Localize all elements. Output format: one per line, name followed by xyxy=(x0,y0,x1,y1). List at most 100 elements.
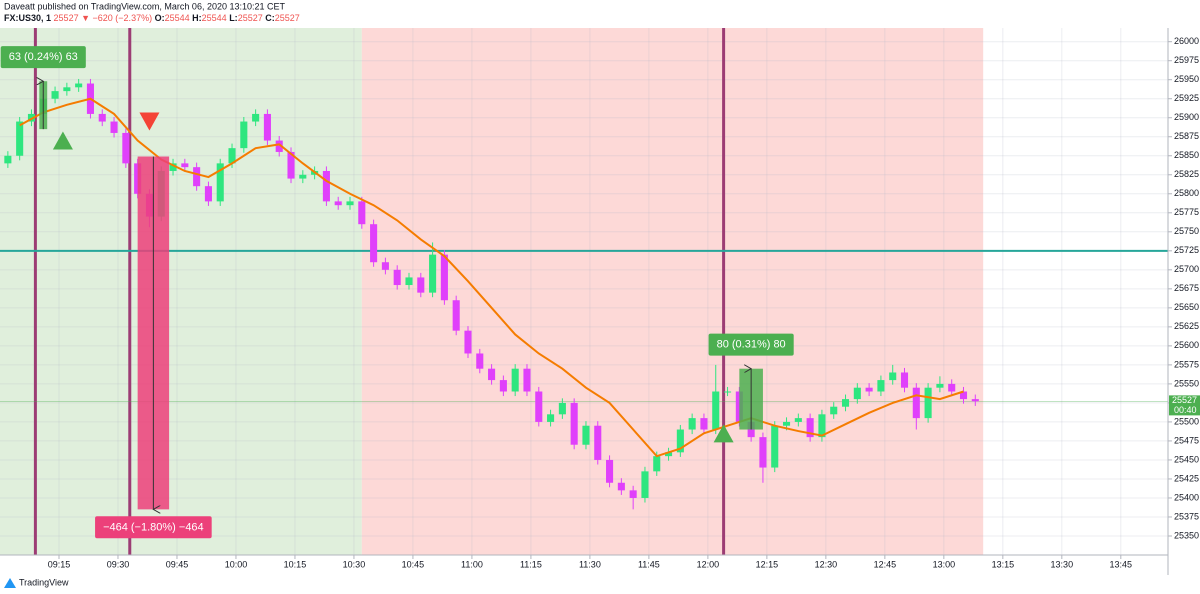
y-tick-label: 25600 xyxy=(1174,340,1199,350)
header-quote: FX:US30, 1 25527 ▼ −620 (−2.37%) O:25544… xyxy=(4,13,300,23)
candle-body xyxy=(688,418,696,430)
candle-body xyxy=(63,87,71,92)
candle-body xyxy=(346,201,354,206)
signal-marker xyxy=(52,131,73,150)
candle-body xyxy=(27,113,36,122)
candle-body xyxy=(865,387,873,392)
symbol: FX:US30, 1 xyxy=(4,13,51,23)
x-tick-label: 10:45 xyxy=(402,559,425,569)
measure-label-bg xyxy=(95,516,212,539)
y-tick-label: 25550 xyxy=(1174,378,1199,388)
y-tick-label: 25400 xyxy=(1174,492,1199,502)
candle-body xyxy=(511,368,519,392)
candle-body xyxy=(782,421,791,426)
candle-body xyxy=(629,490,637,498)
measure-label-bg xyxy=(0,46,86,69)
candle-body xyxy=(936,383,944,388)
arrow: ▼ xyxy=(81,13,90,23)
y-tick-label: 25500 xyxy=(1174,416,1199,426)
candle-body xyxy=(216,163,224,202)
y-tick-label: 25825 xyxy=(1174,169,1199,179)
x-tick-label: 11:30 xyxy=(579,559,601,569)
y-tick-label: 25425 xyxy=(1174,473,1199,483)
header-line: Daveatt published on TradingView.com, Ma… xyxy=(4,1,286,11)
zone xyxy=(361,28,984,555)
y-tick-label: 25700 xyxy=(1174,264,1199,274)
plot-area xyxy=(0,28,1168,555)
y-tick-label: 25575 xyxy=(1174,359,1199,369)
candle-body xyxy=(582,425,590,445)
x-tick-label: 12:45 xyxy=(874,559,897,569)
candle-body xyxy=(275,140,283,152)
measure-label-text: 63 (0.24%) 63 xyxy=(9,51,78,63)
y-tick-label: 25350 xyxy=(1174,530,1199,540)
x-tick-label: 09:15 xyxy=(48,559,71,569)
measure-label: 63 (0.24%) 63 xyxy=(0,46,86,69)
candle-body xyxy=(794,418,802,422)
candle-body xyxy=(499,380,507,392)
candle-body xyxy=(724,391,732,393)
countdown-label: 00:40 xyxy=(1174,405,1197,415)
x-tick-label: 10:15 xyxy=(284,559,307,569)
candle-body xyxy=(877,380,885,392)
y-tick-label: 25975 xyxy=(1174,55,1199,65)
candle-body xyxy=(370,224,378,263)
brand-logo xyxy=(4,578,16,588)
y-tick-label: 25775 xyxy=(1174,207,1199,217)
candle-body xyxy=(676,429,684,453)
x-tick-label: 12:00 xyxy=(697,559,720,569)
measure-label: −464 (−1.80%) −464 xyxy=(95,516,212,539)
x-tick-label: 13:15 xyxy=(992,559,1015,569)
y-tick-label: 25950 xyxy=(1174,74,1199,84)
y-tick-label: 25675 xyxy=(1174,283,1199,293)
x-tick-label: 12:15 xyxy=(756,559,779,569)
x-tick-label: 11:15 xyxy=(520,559,542,569)
candle-body xyxy=(299,174,307,179)
candle-body xyxy=(122,132,130,164)
ohlc-value: 25527 xyxy=(238,13,263,23)
ohlc-label: O: xyxy=(155,13,165,23)
y-tick-label: 25450 xyxy=(1174,454,1199,464)
candle-body xyxy=(912,387,920,419)
y-tick-label: 26000 xyxy=(1174,36,1199,46)
candle-body xyxy=(806,418,814,438)
ohlc-label: L: xyxy=(229,13,238,23)
candle-body xyxy=(417,277,425,293)
ohlc-label: C: xyxy=(265,13,275,23)
brand: TradingView xyxy=(4,577,69,588)
candle-body xyxy=(393,269,401,286)
zone xyxy=(0,28,362,555)
y-tick-label: 25625 xyxy=(1174,321,1199,331)
last-price-label: 25527 xyxy=(1172,395,1197,405)
candle-body xyxy=(830,406,838,415)
candle-body xyxy=(98,113,106,122)
y-tick-label: 25475 xyxy=(1174,435,1199,445)
x-tick-label: 13:30 xyxy=(1051,559,1074,569)
candle-body xyxy=(570,402,578,445)
candle-body xyxy=(712,391,720,430)
x-tick-label: 13:00 xyxy=(933,559,956,569)
candle-body xyxy=(204,186,212,202)
candle-body xyxy=(452,300,460,331)
candle-body xyxy=(358,201,366,225)
candle-body xyxy=(405,277,413,286)
candle-body xyxy=(924,387,932,419)
y-tick-label: 25375 xyxy=(1174,511,1199,521)
change: −620 (−2.37%) xyxy=(93,13,153,23)
candle-body xyxy=(771,425,779,468)
candle-body xyxy=(287,151,295,179)
candle-body xyxy=(429,254,437,293)
y-tick-label: 25875 xyxy=(1174,131,1199,141)
y-tick-label: 25650 xyxy=(1174,302,1199,312)
last-price-bg xyxy=(1169,395,1200,416)
candle-body xyxy=(700,418,708,430)
brand-text: TradingView xyxy=(19,577,69,587)
measure-label-text: −464 (−1.80%) −464 xyxy=(103,521,204,533)
candle-body xyxy=(606,459,614,483)
y-tick-label: 25925 xyxy=(1174,93,1199,103)
candle-body xyxy=(900,372,909,388)
ohlc-value: 25544 xyxy=(165,13,190,23)
x-tick-label: 10:30 xyxy=(343,559,366,569)
x-tick-label: 11:00 xyxy=(461,559,483,569)
